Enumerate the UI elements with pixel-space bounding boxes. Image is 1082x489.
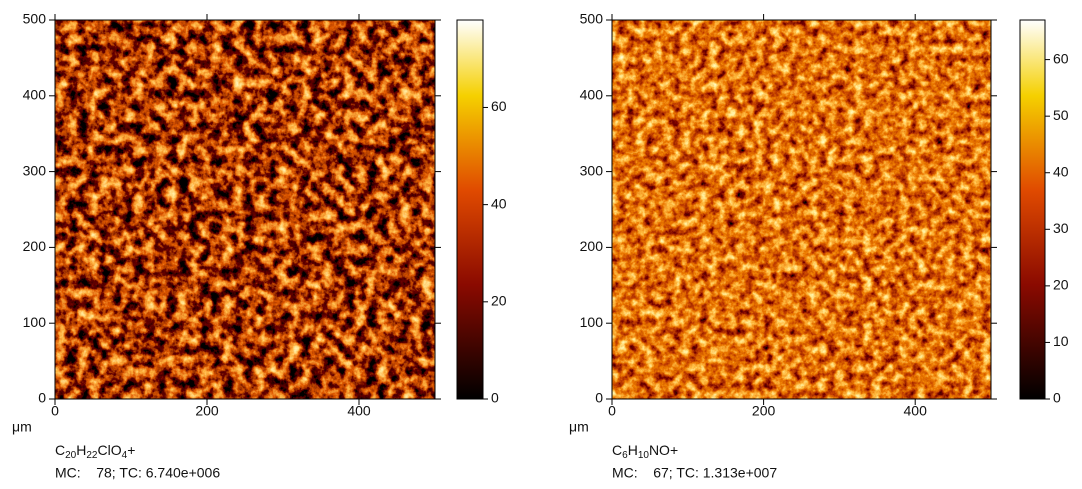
colorbar-tick-label: 50 <box>1053 107 1069 123</box>
y-tick-label: 100 <box>580 314 604 330</box>
y-tick-label: 100 <box>23 314 47 330</box>
colorbar-tick-label: 20 <box>491 293 507 309</box>
plot-frame <box>611 19 992 400</box>
formula-part: 4 <box>122 450 128 461</box>
colorbar-tick-label: 10 <box>1053 333 1069 349</box>
ion-formula: C20H22ClO4+ <box>55 442 135 461</box>
colorbar-tick-label: 40 <box>1053 163 1069 179</box>
formula-part: 20 <box>65 450 77 461</box>
x-tick-label: 200 <box>752 403 776 419</box>
ion-image <box>55 20 435 399</box>
ion-formula: C6H10NO+ <box>612 442 678 461</box>
colorbar-tick-label: 20 <box>1053 277 1069 293</box>
formula-part: H <box>628 442 638 458</box>
formula-part: H <box>76 442 86 458</box>
y-tick-label: 500 <box>23 11 47 27</box>
colorbar-tick-label: 0 <box>491 390 499 406</box>
x-tick-label: 0 <box>608 403 616 419</box>
y-tick-label: 300 <box>23 162 47 178</box>
ion-stats: MC: 67; TC: 1.313e+007 <box>612 465 777 481</box>
y-tick-label: 200 <box>23 238 47 254</box>
y-tick-label: 0 <box>595 390 603 406</box>
ion-stats: MC: 78; TC: 6.740e+006 <box>55 465 220 481</box>
x-tick-label: 0 <box>51 403 59 419</box>
formula-part: C <box>55 442 65 458</box>
formula-part: + <box>127 442 135 458</box>
y-tick-label: 400 <box>580 87 604 103</box>
colorbar-tick-label: 60 <box>1053 50 1069 66</box>
unit-label: μm <box>569 419 589 435</box>
y-tick-label: 400 <box>23 87 47 103</box>
formula-part: 10 <box>638 450 650 461</box>
formula-part: C <box>612 442 622 458</box>
colorbar-tick-label: 0 <box>1053 390 1061 406</box>
colorbar-tick-label: 40 <box>491 195 507 211</box>
formula-part: 22 <box>86 450 98 461</box>
ion-image <box>612 20 991 399</box>
formula-part: 6 <box>622 450 628 461</box>
x-tick-label: 400 <box>347 403 371 419</box>
y-tick-label: 200 <box>580 238 604 254</box>
y-tick-label: 0 <box>38 390 46 406</box>
plot-frame <box>54 19 436 400</box>
colorbar-tick-label: 30 <box>1053 220 1069 236</box>
colorbar-tick-label: 60 <box>491 98 507 114</box>
colorbar <box>1019 19 1046 400</box>
y-tick-label: 300 <box>580 162 604 178</box>
x-tick-label: 200 <box>195 403 219 419</box>
y-tick-label: 500 <box>580 11 604 27</box>
colorbar <box>456 19 484 400</box>
formula-part: ClO <box>98 442 122 458</box>
x-tick-label: 400 <box>904 403 928 419</box>
unit-label: μm <box>12 419 32 435</box>
formula-part: NO+ <box>649 442 678 458</box>
